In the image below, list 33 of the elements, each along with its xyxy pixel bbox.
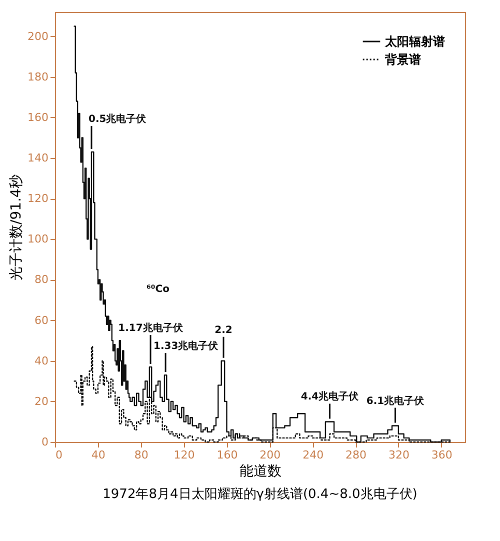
- x-tick-label: 240: [302, 448, 324, 462]
- x-tick-label: 320: [388, 448, 410, 462]
- annotation: 0.5兆电子伏: [88, 112, 148, 125]
- y-tick-label: 180: [28, 70, 48, 84]
- y-axis-title: 光子计数/91.4秒: [8, 174, 25, 280]
- x-tick-label: 0: [56, 448, 62, 462]
- y-tick-label: 200: [28, 30, 48, 43]
- annotation: 6.1兆电子伏: [366, 394, 426, 407]
- y-tick-label: 160: [28, 110, 48, 124]
- x-tick-label: 160: [216, 448, 238, 462]
- y-tick-label: 40: [34, 354, 48, 368]
- y-tick-label: 140: [28, 152, 48, 165]
- text: 1972年8月4日太阳耀斑的γ射线谱(0.4~8.0兆电子伏): [102, 487, 418, 502]
- x-axis-title: 能道数: [240, 464, 282, 480]
- annotation: 1.17兆电子伏: [118, 322, 184, 334]
- annotation: ⁶⁰Co: [146, 284, 170, 295]
- annotation: 4.4兆电子伏: [300, 390, 360, 403]
- x-tick-label: 200: [260, 448, 281, 462]
- legend-label: 背景谱: [384, 52, 421, 66]
- legend-label: 太阳辐射谱: [384, 34, 445, 48]
- x-tick-label: 280: [346, 448, 367, 462]
- y-tick-label: 0: [42, 436, 48, 448]
- x-tick-label: 80: [134, 448, 148, 462]
- x-tick-label: 120: [174, 448, 195, 462]
- y-tick-label: 80: [34, 273, 48, 286]
- y-tick-label: 120: [28, 192, 48, 206]
- x-tick-label: 40: [91, 448, 106, 462]
- y-tick-label: 60: [34, 314, 48, 327]
- x-tick-label: 360: [431, 448, 452, 462]
- y-tick-label: 100: [28, 232, 48, 246]
- annotation: 2.2: [214, 324, 232, 336]
- y-tick-label: 20: [34, 394, 48, 408]
- annotation: 1.33兆电子伏: [154, 340, 220, 352]
